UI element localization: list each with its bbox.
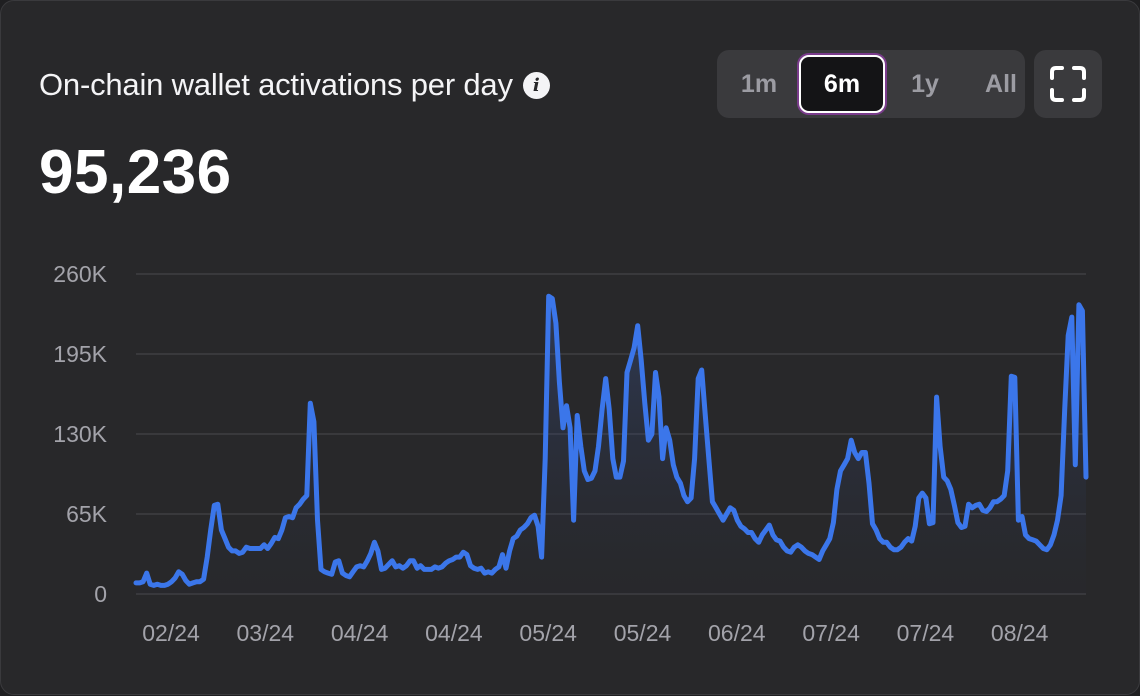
fullscreen-button[interactable] [1034, 50, 1102, 118]
x-tick-label: 05/24 [614, 620, 672, 646]
range-button-1m[interactable]: 1m [740, 69, 778, 98]
range-button-6m[interactable]: 6m [799, 55, 885, 113]
x-tick-label: 08/24 [991, 620, 1049, 646]
y-tick-label: 0 [94, 581, 107, 607]
x-axis-labels: 02/24 03/24 04/24 04/24 05/24 05/24 06/24 07/24… [142, 620, 1048, 646]
x-tick-label: 04/24 [425, 620, 483, 646]
info-icon[interactable]: i [522, 71, 550, 99]
current-value: 95,236 [39, 138, 232, 207]
series-line [133, 293, 1089, 588]
x-tick-label: 06/24 [708, 620, 766, 646]
chart-title: On-chain wallet activations per day [39, 67, 513, 102]
y-tick-label: 130K [53, 421, 107, 447]
y-axis-labels: 0 65K 130K 195K 260K [53, 261, 107, 607]
y-tick-label: 195K [53, 341, 107, 367]
x-tick-label: 04/24 [331, 620, 389, 646]
x-tick-label: 07/24 [802, 620, 860, 646]
title-row: On-chain wallet activations per day i [39, 67, 550, 103]
range-button-all[interactable]: All [985, 69, 1017, 98]
x-tick-label: 05/24 [519, 620, 577, 646]
x-tick-label: 07/24 [897, 620, 955, 646]
x-tick-label: 02/24 [142, 620, 200, 646]
x-tick-label: 03/24 [237, 620, 295, 646]
range-button-1y[interactable]: 1y [911, 69, 939, 98]
fullscreen-icon [1050, 66, 1086, 102]
y-tick-label: 260K [53, 261, 107, 287]
time-range-selector: 1m 6m 1y All [717, 50, 1025, 118]
y-tick-label: 65K [66, 501, 108, 527]
